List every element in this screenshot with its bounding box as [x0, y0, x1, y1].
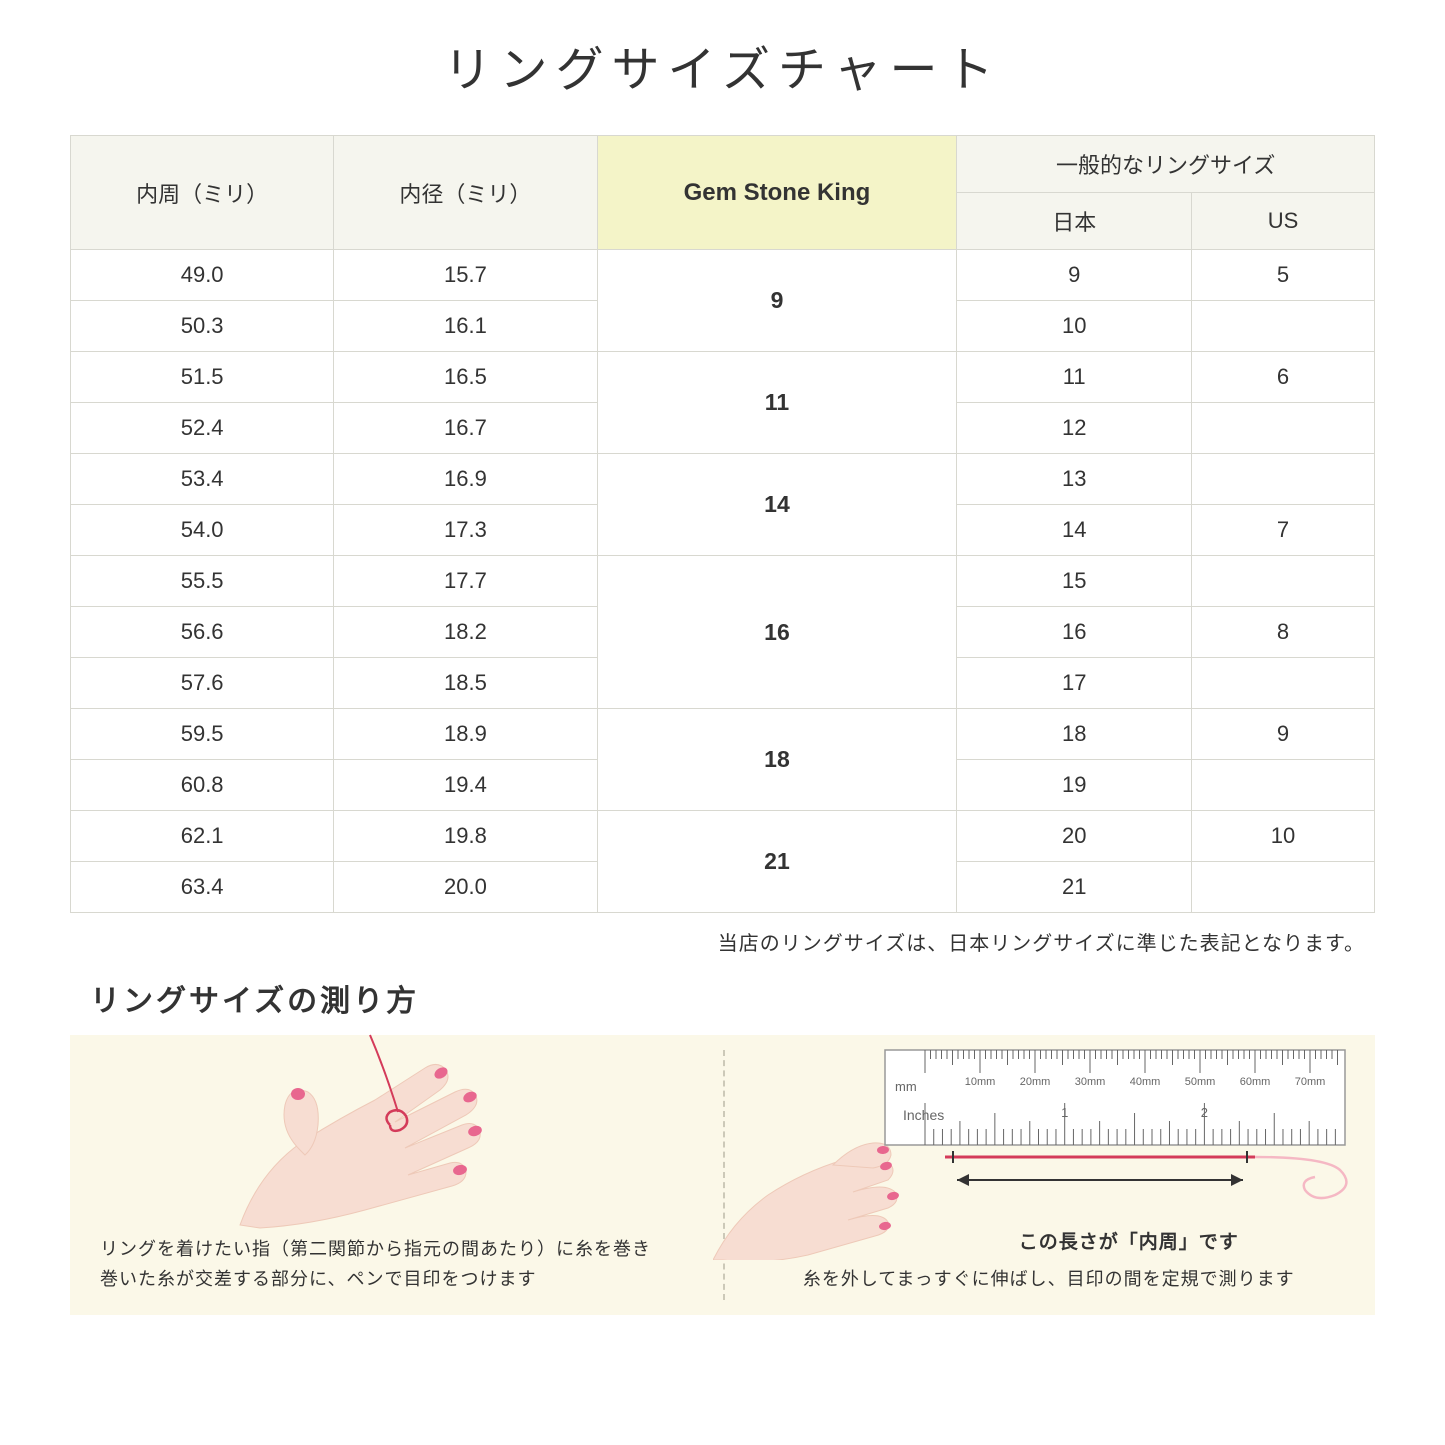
cell: 50.3 [71, 301, 334, 352]
cell: 16.1 [334, 301, 597, 352]
brand-size-cell: 11 [597, 352, 957, 454]
howto-step-2-caption: 糸を外してまっすぐに伸ばし、目印の間を定規で測ります [753, 1264, 1346, 1295]
cell: 16.7 [334, 403, 597, 454]
hand-with-thread-icon [190, 1030, 570, 1230]
col-circumference: 内周（ミリ） [71, 136, 334, 250]
cell: 10 [1192, 811, 1375, 862]
cell [1192, 454, 1375, 505]
cell [1192, 862, 1375, 913]
cell: 60.8 [71, 760, 334, 811]
cell: 18.2 [334, 607, 597, 658]
svg-text:1: 1 [1061, 1105, 1068, 1120]
table-row: 59.518.918189 [71, 709, 1375, 760]
cell: 13 [957, 454, 1192, 505]
cell: 14 [957, 505, 1192, 556]
howto-panel: リングを着けたい指（第二関節から指元の間あたり）に糸を巻き 巻いた糸が交差する部… [70, 1035, 1375, 1315]
ruler-icon: mm 10mm 20mm 30mm 40mm 50mm 60mm 70mm Inches 1… [875, 1045, 1355, 1215]
table-row: 53.416.91413 [71, 454, 1375, 505]
ruler-mm-label: mm [895, 1079, 917, 1094]
cell: 21 [957, 862, 1192, 913]
cell: 59.5 [71, 709, 334, 760]
cell: 54.0 [71, 505, 334, 556]
size-chart-table: 内周（ミリ） 内径（ミリ） Gem Stone King 一般的なリングサイズ … [70, 135, 1375, 913]
cell: 16 [957, 607, 1192, 658]
col-japan: 日本 [957, 193, 1192, 250]
cell: 15.7 [334, 250, 597, 301]
howto-step-1-caption-b: 巻いた糸が交差する部分に、ペンで目印をつけます [100, 1264, 693, 1295]
col-general: 一般的なリングサイズ [957, 136, 1375, 193]
svg-text:20mm: 20mm [1020, 1076, 1051, 1088]
brand-size-cell: 18 [597, 709, 957, 811]
svg-text:2: 2 [1201, 1105, 1208, 1120]
cell: 5 [1192, 250, 1375, 301]
col-diameter: 内径（ミリ） [334, 136, 597, 250]
cell: 19.8 [334, 811, 597, 862]
cell: 12 [957, 403, 1192, 454]
cell: 53.4 [71, 454, 334, 505]
cell: 15 [957, 556, 1192, 607]
svg-text:70mm: 70mm [1295, 1076, 1326, 1088]
cell: 49.0 [71, 250, 334, 301]
cell: 11 [957, 352, 1192, 403]
table-row: 62.119.8212010 [71, 811, 1375, 862]
cell: 57.6 [71, 658, 334, 709]
cell: 19 [957, 760, 1192, 811]
cell: 6 [1192, 352, 1375, 403]
cell: 16.5 [334, 352, 597, 403]
brand-size-cell: 21 [597, 811, 957, 913]
howto-step-2: mm 10mm 20mm 30mm 40mm 50mm 60mm 70mm Inches 1… [723, 1035, 1376, 1315]
svg-text:40mm: 40mm [1130, 1076, 1161, 1088]
cell: 9 [957, 250, 1192, 301]
howto-title: リングサイズの測り方 [70, 976, 1375, 1020]
cell: 52.4 [71, 403, 334, 454]
cell [1192, 403, 1375, 454]
cell: 7 [1192, 505, 1375, 556]
cell: 62.1 [71, 811, 334, 862]
cell: 17 [957, 658, 1192, 709]
cell: 9 [1192, 709, 1375, 760]
cell: 18.5 [334, 658, 597, 709]
cell: 55.5 [71, 556, 334, 607]
table-row: 49.015.7995 [71, 250, 1375, 301]
cell: 18.9 [334, 709, 597, 760]
cell: 20.0 [334, 862, 597, 913]
inner-circumference-label: この長さが「内周」です [913, 1227, 1346, 1254]
brand-size-cell: 16 [597, 556, 957, 709]
table-row: 55.517.71615 [71, 556, 1375, 607]
cell [1192, 658, 1375, 709]
cell: 51.5 [71, 352, 334, 403]
svg-text:50mm: 50mm [1185, 1076, 1216, 1088]
cell [1192, 760, 1375, 811]
howto-step-1: リングを着けたい指（第二関節から指元の間あたり）に糸を巻き 巻いた糸が交差する部… [70, 1035, 723, 1315]
brand-size-cell: 14 [597, 454, 957, 556]
disclaimer-note: 当店のリングサイズは、日本リングサイズに準じた表記となります。 [70, 927, 1375, 956]
cell: 19.4 [334, 760, 597, 811]
col-us: US [1192, 193, 1375, 250]
cell: 10 [957, 301, 1192, 352]
table-row: 51.516.511116 [71, 352, 1375, 403]
col-brand: Gem Stone King [597, 136, 957, 250]
cell: 17.3 [334, 505, 597, 556]
cell: 20 [957, 811, 1192, 862]
ruler-in-label: Inches [903, 1107, 944, 1123]
cell: 56.6 [71, 607, 334, 658]
cell [1192, 556, 1375, 607]
cell: 17.7 [334, 556, 597, 607]
svg-text:10mm: 10mm [965, 1076, 996, 1088]
howto-step-1-caption-a: リングを着けたい指（第二関節から指元の間あたり）に糸を巻き [100, 1234, 693, 1265]
cell: 18 [957, 709, 1192, 760]
page-title: リングサイズチャート [70, 30, 1375, 100]
cell: 63.4 [71, 862, 334, 913]
cell: 16.9 [334, 454, 597, 505]
svg-text:60mm: 60mm [1240, 1076, 1271, 1088]
cell: 8 [1192, 607, 1375, 658]
svg-text:30mm: 30mm [1075, 1076, 1106, 1088]
cell [1192, 301, 1375, 352]
brand-size-cell: 9 [597, 250, 957, 352]
